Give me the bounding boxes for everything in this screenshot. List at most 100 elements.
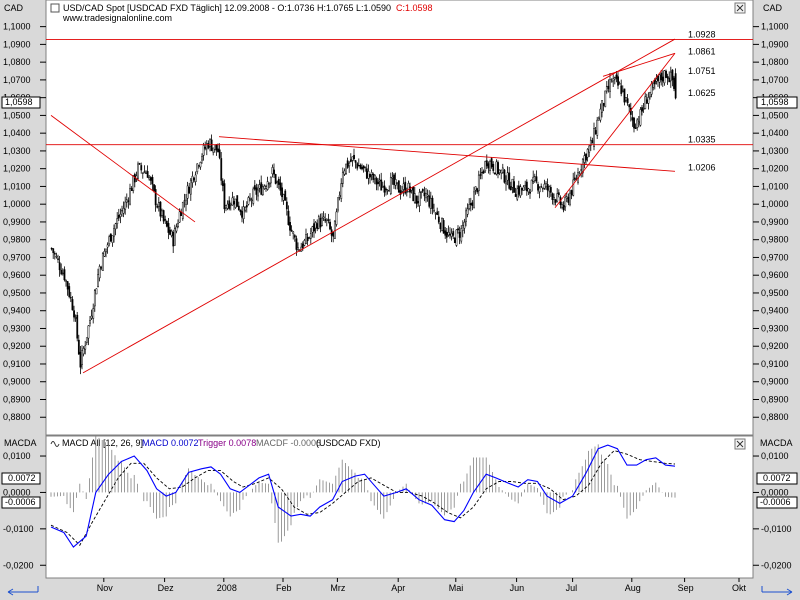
- candle-body: [297, 247, 299, 250]
- candle-body: [380, 179, 383, 191]
- candle-body: [375, 178, 378, 185]
- macd-symbol: (USDCAD FXD): [316, 438, 381, 448]
- candle-body: [173, 228, 176, 246]
- candle-body: [188, 187, 191, 194]
- candle-body: [85, 337, 88, 343]
- candle-body: [353, 154, 355, 159]
- macd-yticks-left: 0,0100 0,0000 -0,0100 -0,0200: [3, 451, 46, 570]
- y-tick-label: 0,8800: [3, 412, 31, 422]
- candle-body: [455, 229, 458, 246]
- y-tick-label: 0,0100: [761, 451, 789, 461]
- candle-body: [121, 209, 123, 212]
- candle-body: [578, 173, 581, 176]
- candle-body: [671, 69, 674, 81]
- candle-body: [548, 186, 551, 192]
- candle-body: [650, 83, 653, 95]
- candle-body: [204, 146, 207, 149]
- candle-body: [197, 165, 200, 167]
- nav-right-button[interactable]: [761, 586, 793, 596]
- candle-body: [69, 297, 72, 299]
- candle-body: [71, 299, 74, 311]
- candle-body: [79, 351, 82, 368]
- candle-body: [305, 234, 307, 244]
- candle-body: [437, 216, 440, 223]
- price-plot-area[interactable]: [45, 0, 754, 436]
- macd-plot-area[interactable]: [45, 435, 754, 579]
- candle-body: [244, 206, 247, 211]
- y-tick-label: 1,0400: [3, 128, 31, 138]
- candle-body: [482, 171, 485, 174]
- candle-body: [252, 188, 255, 204]
- candle-body: [377, 181, 379, 185]
- candle-body: [589, 139, 592, 146]
- candle-body: [333, 220, 336, 239]
- candle-body: [601, 100, 603, 113]
- candle-body: [145, 172, 147, 175]
- candle-body: [557, 192, 560, 195]
- macd-hist-right: -0.0006: [760, 497, 791, 507]
- candle-body: [484, 161, 487, 172]
- candle-body: [53, 253, 56, 255]
- candle-body: [594, 130, 597, 135]
- candle-body: [442, 220, 445, 234]
- candle-body: [66, 281, 69, 290]
- trendline: [50, 115, 196, 223]
- candle-body: [509, 186, 512, 191]
- candle-body: [516, 188, 519, 200]
- trendline-label: 1.0861: [688, 46, 716, 56]
- candle-body: [545, 183, 547, 187]
- candle-body: [97, 274, 99, 287]
- candle-body: [530, 179, 533, 192]
- nav-left-button[interactable]: [7, 586, 39, 596]
- horizontal-line-label: 1.0335: [688, 135, 716, 145]
- candle-body: [196, 163, 199, 173]
- x-tick-label: Nov: [97, 583, 114, 593]
- candle-body: [581, 158, 584, 174]
- candle-body: [266, 181, 269, 190]
- candle-body: [564, 196, 567, 208]
- candle-body: [269, 176, 272, 184]
- candle-body: [649, 91, 651, 98]
- left-arrow-icon: [7, 586, 39, 596]
- y-tick-label: 1,0100: [3, 181, 31, 191]
- candle-body: [508, 172, 511, 189]
- candle-body: [364, 166, 367, 168]
- candle-body: [492, 163, 495, 171]
- candle-body: [93, 290, 96, 307]
- candle-body: [258, 184, 261, 189]
- candle-body: [92, 308, 95, 319]
- candle-body: [529, 191, 531, 194]
- candle-body: [345, 163, 347, 174]
- candle-body: [81, 350, 83, 365]
- candle-body: [556, 193, 559, 202]
- price-lines: [46, 38, 753, 374]
- candle-body: [351, 156, 354, 161]
- candle-body: [466, 208, 469, 215]
- macd-panel: MACDA MACDA MACD All [12, 26, 9] MACD 0.…: [1, 435, 798, 579]
- last-price-left: 1,0598: [5, 97, 33, 107]
- candle-body: [249, 198, 251, 200]
- macd-yticks-right: 0,0100 0,0000 -0,0100 -0,0200: [753, 451, 792, 570]
- candle-body: [185, 199, 187, 205]
- y-tick-label: 1,0200: [761, 164, 789, 174]
- y-tick-label: 0,8900: [3, 394, 31, 404]
- candle-body: [429, 198, 432, 209]
- candle-body: [445, 231, 448, 238]
- candle-body: [399, 190, 402, 195]
- candle-body: [621, 90, 624, 92]
- x-tick-label: Sep: [678, 583, 694, 593]
- candle-body: [317, 216, 320, 229]
- macd-last-box-left: [1, 472, 41, 485]
- candle-body: [199, 162, 202, 168]
- candle-body: [471, 202, 474, 206]
- candle-body: [658, 74, 661, 83]
- candle-body: [76, 314, 79, 339]
- candle-body: [313, 223, 315, 232]
- macd-last-right: 0.0072: [763, 473, 791, 483]
- candle-body: [113, 228, 115, 237]
- candle-body: [63, 269, 66, 281]
- candle-body: [500, 169, 503, 174]
- trendline-label: 1.0206: [688, 163, 716, 173]
- candle-body: [161, 210, 163, 216]
